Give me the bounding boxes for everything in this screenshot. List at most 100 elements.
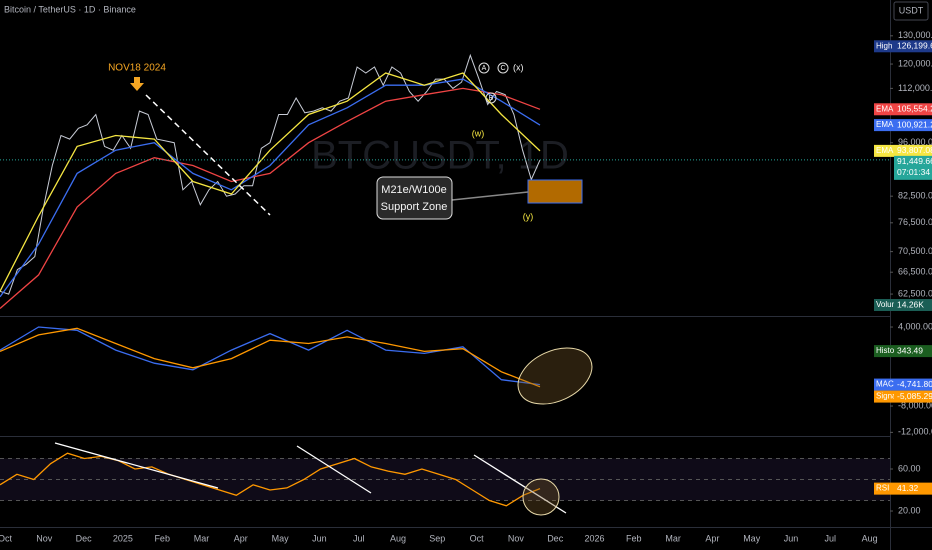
series-line	[0, 78, 541, 298]
wave-label: (w)	[472, 128, 485, 138]
tag-name-bg	[874, 378, 894, 391]
y-tick-label: 70,500.00	[898, 246, 932, 256]
series-line	[0, 87, 541, 309]
y-tick-label: 96,000.00	[898, 137, 932, 147]
tag-name-bg	[874, 103, 894, 116]
trend-line	[296, 445, 372, 494]
y-tick-label: 76,500.00	[898, 217, 932, 227]
callout-text: M21e/W100e	[381, 184, 446, 196]
time-label: Jun	[784, 533, 799, 543]
time-label: Mar	[194, 533, 210, 543]
time-label: May	[743, 533, 761, 543]
time-label: Dec	[547, 533, 564, 543]
time-label: May	[272, 533, 290, 543]
time-label: Sep	[429, 533, 445, 543]
wave-label: (x)	[513, 62, 524, 72]
tag-name-bg	[874, 299, 894, 311]
time-label: Oct	[0, 533, 12, 543]
tag-bg	[894, 103, 932, 116]
time-label: Apr	[705, 533, 719, 543]
tag-name-bg	[874, 345, 894, 358]
time-label: Apr	[234, 533, 248, 543]
y-tick-label: 112,000.00	[898, 83, 932, 93]
currency-button[interactable]	[893, 1, 929, 21]
time-label: Aug	[390, 533, 406, 543]
watermark: BTCUSDT, 1D	[311, 134, 569, 178]
time-label: Dec	[76, 533, 93, 543]
tag-name-bg	[874, 482, 894, 495]
tag-value: -5,085.29	[897, 391, 932, 401]
time-label: Jul	[353, 533, 365, 543]
y-tick-label: -12,000.00	[898, 427, 932, 437]
tag-value: -4,741.80	[897, 379, 932, 389]
time-label: Jul	[825, 533, 837, 543]
time-label: Mar	[665, 533, 681, 543]
time-label: Nov	[36, 533, 53, 543]
tag-name: EMA	[876, 120, 894, 129]
time-label: Nov	[508, 533, 525, 543]
date-note: NOV18 2024	[108, 63, 166, 74]
tag-value: 100,921.23	[897, 119, 932, 129]
wave-label: (y)	[523, 211, 534, 221]
tag-name: Signal	[876, 392, 898, 401]
y-tick-label: 4,000.00	[898, 321, 932, 331]
tag-name: RSI	[876, 484, 889, 493]
wave-circle	[478, 62, 490, 74]
wave-label: C	[500, 65, 505, 72]
tag-bg	[894, 482, 932, 495]
tag-value: 91,449.66	[897, 156, 932, 166]
trend-line	[473, 454, 567, 514]
tag-value: 14.26K	[897, 299, 924, 309]
arrow-icon	[130, 77, 144, 91]
wave-label: B	[489, 95, 494, 102]
wave-circle	[485, 92, 497, 104]
rsi-band	[0, 458, 890, 501]
tag-bg	[894, 390, 932, 403]
tag-bg	[894, 155, 932, 180]
y-tick-label: -8,000.00	[898, 400, 932, 410]
y-tick-label: 62,500.00	[898, 288, 932, 298]
y-tick-label: 120,000.00	[898, 58, 932, 68]
plots: Oct Nov Dec 2025 Feb Mar Apr May Jun Jul Aug Sep Oct…	[0, 30, 932, 543]
tag-bg	[894, 299, 932, 311]
trend-line	[145, 94, 271, 216]
tag-name: MACD	[876, 380, 900, 389]
y-tick-label: 130,000.00	[898, 30, 932, 40]
chart-title: Bitcoin / TetherUS · 1D · Binance	[4, 4, 136, 14]
time-label: Aug	[862, 533, 878, 543]
y-tick-label: 20.00	[898, 505, 921, 515]
callout-text: Support Zone	[381, 201, 448, 213]
tag-name: EMA	[876, 146, 894, 155]
tag-bg	[894, 40, 932, 53]
tag-value: 105,554.24	[897, 104, 932, 114]
time-label: Feb	[154, 533, 170, 543]
tag-name-bg	[874, 144, 894, 157]
tag-value: 41.32	[897, 483, 919, 493]
series-line	[0, 72, 541, 292]
tag-name: High	[876, 41, 892, 50]
countdown: 07:01:34	[897, 167, 930, 177]
tag-value: 343.49	[897, 345, 923, 355]
wave-circle	[497, 62, 509, 74]
tag-bg	[894, 378, 932, 391]
series-line	[0, 452, 541, 507]
highlight-circle	[522, 478, 560, 516]
tag-name: Volume	[876, 300, 903, 309]
y-tick-label: 66,500.00	[898, 267, 932, 277]
tag-bg	[894, 345, 932, 358]
y-tick-label: 82,500.00	[898, 191, 932, 201]
wave-label: A	[482, 65, 487, 72]
callout-pointer	[451, 191, 529, 201]
tag-name-bg	[874, 119, 894, 132]
time-label: Oct	[470, 533, 485, 543]
time-label: Jun	[312, 533, 327, 543]
time-label: Feb	[626, 533, 642, 543]
support-zone	[527, 179, 583, 204]
tag-name-bg	[874, 390, 894, 403]
callout-box	[376, 176, 453, 220]
time-label: 2026	[584, 533, 604, 543]
trend-line	[54, 442, 219, 489]
tag-name: EMA	[876, 104, 894, 113]
tag-bg	[894, 119, 932, 132]
